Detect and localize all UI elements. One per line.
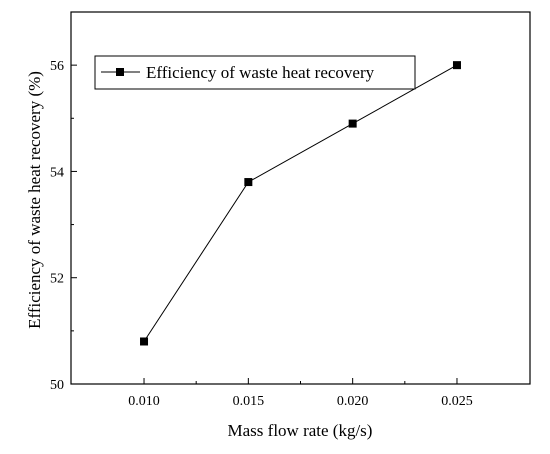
- legend-entry-label: Efficiency of waste heat recovery: [146, 63, 375, 82]
- series-line: [143, 64, 458, 342]
- x-tick-label: 0.015: [233, 394, 265, 409]
- series-layer: [140, 61, 461, 346]
- y-tick-label: 52: [50, 272, 64, 287]
- y-tick-label: 50: [50, 378, 64, 393]
- data-point: [244, 178, 253, 187]
- x-tick-label: 0.020: [337, 394, 369, 409]
- legend-marker: [116, 68, 124, 76]
- legend: Efficiency of waste heat recovery: [94, 55, 416, 90]
- x-tick-label: 0.025: [441, 394, 473, 409]
- y-axis-ticks: 50 52 54 56: [50, 59, 77, 393]
- data-point: [452, 61, 461, 70]
- x-axis-ticks: 0.010 0.015 0.020 0.025: [128, 378, 473, 409]
- y-tick-label: 54: [50, 165, 64, 180]
- data-point: [348, 119, 357, 128]
- y-axis-title: Efficiency of waste heat recovery (%): [25, 71, 44, 329]
- x-axis-title: Mass flow rate (kg/s): [228, 421, 373, 440]
- x-tick-label: 0.010: [128, 394, 160, 409]
- data-point: [140, 337, 149, 346]
- legend-box: [94, 55, 416, 90]
- y-tick-label: 56: [50, 59, 64, 74]
